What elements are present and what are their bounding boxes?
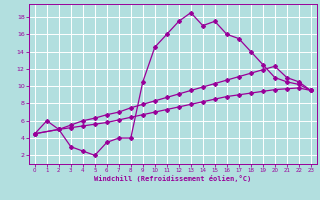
X-axis label: Windchill (Refroidissement éolien,°C): Windchill (Refroidissement éolien,°C)	[94, 175, 252, 182]
